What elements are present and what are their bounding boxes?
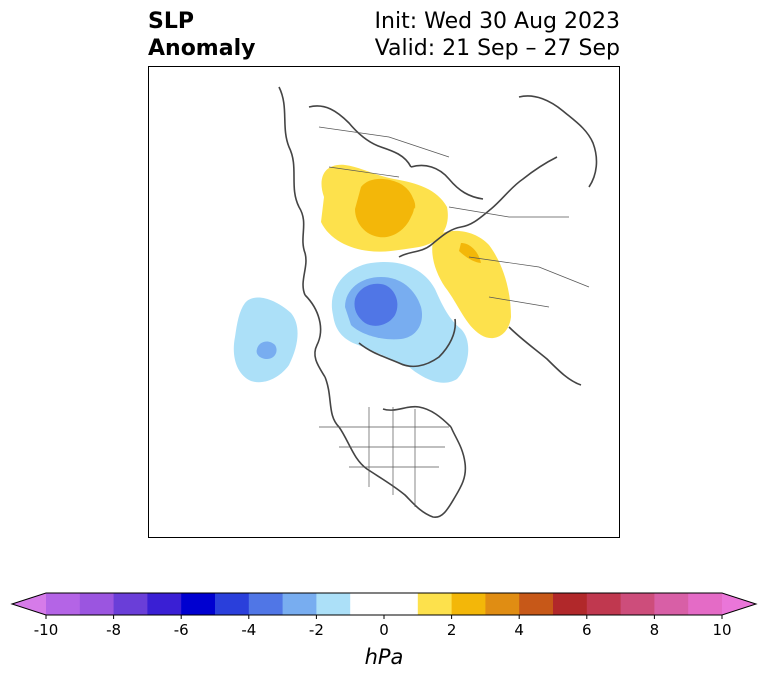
colorbar-segment	[519, 593, 554, 615]
colorbar-segment	[248, 593, 284, 615]
colorbar-segment	[46, 593, 81, 615]
colorbar-unit: hPa	[364, 645, 404, 669]
colorbar-segment	[147, 593, 182, 615]
map-panel	[148, 66, 620, 538]
colorbar-tick-label: -4	[241, 621, 256, 639]
title-variable: SLP	[148, 9, 194, 34]
colorbar-segment	[553, 593, 588, 615]
colorbar-segment	[181, 593, 216, 615]
colorbar-tick-label: 4	[514, 621, 524, 639]
colorbar-tick-label: -8	[106, 621, 121, 639]
colorbar: -10 -8 -6 -4 -2 0 2 4 6 8 10	[0, 585, 768, 684]
colorbar-tick-label: 8	[650, 621, 660, 639]
map-title: SLP Anomaly	[148, 8, 255, 62]
map-svg	[233, 86, 598, 518]
init-date: Init: Wed 30 Aug 2023	[374, 9, 620, 34]
colorbar-segment	[350, 593, 385, 615]
colorbar-segment	[620, 593, 655, 615]
colorbar-segment	[586, 593, 622, 615]
colorbar-tick-label: -6	[174, 621, 189, 639]
negative-anomaly-arctic	[331, 262, 469, 383]
political-borders	[318, 126, 590, 507]
colorbar-segment	[451, 593, 486, 615]
colorbar-tick-label: 0	[379, 621, 389, 639]
forecast-dates: Init: Wed 30 Aug 2023 Valid: 21 Sep – 27…	[375, 8, 620, 62]
colorbar-segment	[282, 593, 317, 615]
colorbar-tick-label: -2	[309, 621, 324, 639]
colorbar-segment	[485, 593, 520, 615]
colorbar-segment	[384, 593, 419, 615]
colorbar-segment	[113, 593, 148, 615]
valid-range: Valid: 21 Sep – 27 Sep	[374, 36, 620, 61]
positive-anomaly-eurasia-north	[321, 164, 448, 252]
colorbar-segment	[79, 593, 115, 615]
colorbar-segment	[654, 593, 689, 615]
coastlines	[278, 86, 598, 518]
colorbar-svg: -10 -8 -6 -4 -2 0 2 4 6 8 10	[10, 592, 758, 639]
colorbar-tick-label: 6	[582, 621, 592, 639]
colorbar-segment	[316, 593, 351, 615]
colorbar-segment	[688, 593, 723, 615]
title-anomaly: Anomaly	[148, 36, 256, 61]
colorbar-extend-high	[722, 593, 756, 615]
colorbar-tick-label: 10	[712, 621, 731, 639]
colorbar-segment	[417, 593, 453, 615]
colorbar-tick-label: 2	[447, 621, 457, 639]
colorbar-extend-low	[12, 593, 46, 615]
colorbar-tick-label: -10	[34, 621, 59, 639]
negative-anomaly-gulf-of-alaska	[233, 297, 298, 383]
colorbar-segment	[215, 593, 250, 615]
